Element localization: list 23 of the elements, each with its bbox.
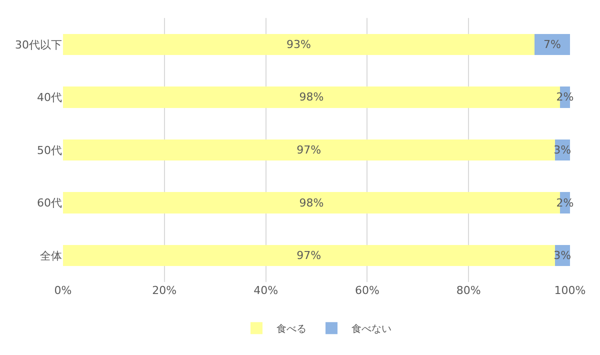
y-tick-label: 30代以下 (15, 38, 62, 52)
y-tick-label: 全体 (40, 249, 62, 262)
x-tick-label: 40% (254, 284, 278, 297)
y-tick-label: 50代 (37, 144, 62, 157)
x-tick-label: 80% (456, 284, 481, 297)
x-tick-label: 0% (54, 284, 72, 297)
legend-label: 食べる (276, 323, 306, 336)
x-tick-label: 100% (554, 284, 586, 297)
y-tick-label: 60代 (37, 196, 62, 210)
bar (63, 139, 555, 161)
data-label: 7% (544, 38, 561, 51)
data-label: 98% (299, 90, 324, 104)
data-label: 98% (299, 196, 324, 210)
y-tick-label: 40代 (37, 91, 62, 104)
data-label: 97% (296, 249, 322, 262)
data-label: 93% (286, 38, 311, 51)
bar (63, 245, 555, 266)
legend-label: 食べない (352, 323, 392, 336)
x-tick-label: 20% (152, 284, 177, 297)
bar (534, 34, 570, 55)
bar (63, 34, 535, 55)
x-tick-label: 60% (354, 284, 380, 297)
data-label: 97% (296, 144, 322, 156)
